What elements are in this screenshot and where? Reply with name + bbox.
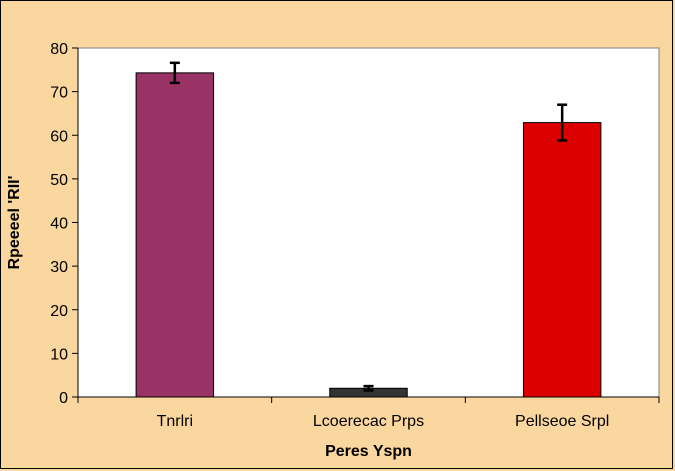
y-tick-label-1: 10 <box>50 346 68 363</box>
y-tick-label-2: 20 <box>50 303 68 320</box>
y-tick-label-8: 80 <box>50 41 68 58</box>
error-bar-2 <box>557 103 568 142</box>
y-tick-label-3: 30 <box>50 259 68 276</box>
x-axis-title: Peres Yspn <box>325 443 412 460</box>
y-ticks-layer: 0 10 20 30 40 50 60 70 80 <box>50 41 78 407</box>
y-tick-label-4: 40 <box>50 216 68 233</box>
y-tick-label-5: 50 <box>50 172 68 189</box>
y-tick-label-6: 60 <box>50 128 68 145</box>
x-tick-label-0: Tnrlri <box>157 413 193 430</box>
bars-layer <box>135 72 602 398</box>
y-axis-title: Rpeeeel 'RII' <box>6 176 23 270</box>
error-bars-layer <box>169 61 568 392</box>
error-bar-0 <box>169 61 180 85</box>
y-tick-label-0: 0 <box>59 390 68 407</box>
bar-0 <box>135 72 215 398</box>
x-tick-label-1: Lcoerecac Prps <box>313 413 424 430</box>
x-ticks-layer: Tnrlri Lcoerecac Prps Pellseoe Srpl <box>77 397 660 430</box>
x-tick-label-2: Pellseoe Srpl <box>515 413 609 430</box>
error-bar-1 <box>363 384 374 392</box>
y-tick-label-7: 70 <box>50 85 68 102</box>
bar-2 <box>522 122 602 398</box>
